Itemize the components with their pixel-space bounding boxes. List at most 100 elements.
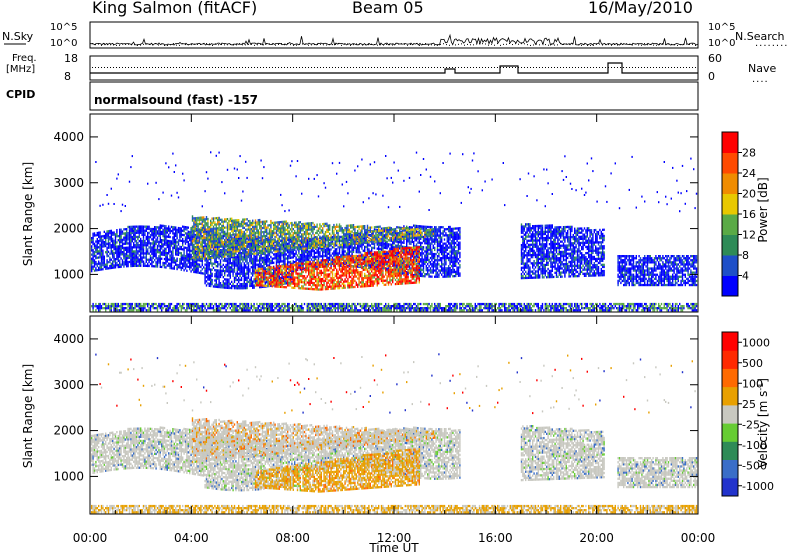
rti-cell [155,228,156,230]
rti-cell [104,243,105,245]
nave-dot [671,67,672,68]
rti-cell [143,305,144,307]
nave-dot [647,67,648,68]
rti-cell [126,230,127,232]
rti-cell [116,256,117,258]
nave-dot [677,67,678,68]
rti-cell [118,245,119,247]
rti-cell [165,225,166,227]
noise-search-dot [299,44,300,45]
nave-dot [446,67,447,68]
rti-cell [132,305,133,307]
rti-cell [122,233,123,235]
nave-dot [617,67,618,68]
noise-search-dot [224,44,225,45]
noise-search-dot [191,44,192,45]
rti-cell [130,226,131,228]
noise-search-dot [137,45,138,46]
rti-cell [125,255,126,257]
rti-cell [133,265,134,267]
rti-cell [150,228,151,230]
rti-cell [120,237,121,239]
rti-cell [109,257,110,259]
nave-dot [119,67,120,68]
rti-cell [130,240,131,242]
noise-search-dot [554,45,555,46]
rti-cell [106,263,107,265]
noise-search-dot [479,43,480,44]
rti-cell [102,262,103,264]
rti-cell [112,265,113,267]
rti-cell [141,228,142,230]
noise-search-dot [482,43,483,44]
rti-cell [146,246,147,248]
rti-cell [94,305,95,307]
rti-cell [111,307,112,309]
noise-search-dot [113,44,114,45]
noise-search-dot [194,44,195,45]
rti-cell [165,227,166,229]
nave-dot [197,67,198,68]
rti-cell [164,225,165,227]
rti-cell [113,260,114,262]
nave-dot [404,67,405,68]
rti-cell [140,238,141,240]
rti-cell [154,251,155,253]
rti-cell [140,250,141,252]
rti-cell [116,307,117,309]
rti-cell [116,233,117,235]
noise-search-dot [461,43,462,44]
rti-cell [122,241,123,243]
rti-cell [133,259,134,261]
noise-search-dot [161,43,162,44]
rti-cell [164,231,165,233]
noise-search-dot [452,44,453,45]
rti-cell [155,241,156,243]
rti-cell [111,303,112,305]
rti-cell [141,305,142,307]
rti-cell [154,230,155,232]
rti-cell [127,232,128,234]
rti-cell [143,252,144,254]
rti-cell [108,255,109,257]
rti-cell [98,269,99,271]
noise-search-dot [371,44,372,45]
rti-cell [164,229,165,231]
rti-cell [139,244,140,246]
rti-cell [154,307,155,309]
noise-search-dot [515,43,516,44]
rti-cell [155,265,156,267]
rti-cell [98,309,99,311]
rti-cell [146,254,147,256]
nave-dot [668,67,669,68]
rti-cell [112,232,113,234]
rti-cell [148,265,149,267]
rti-cell [155,253,156,255]
rti-cell [132,236,133,238]
rti-cell [132,263,133,265]
nave-dot [461,67,462,68]
rti-cell [146,236,147,238]
rti-cell [97,305,98,307]
rti-cell [136,263,137,265]
rti-cell [125,228,126,230]
nave-dot [500,67,501,68]
rti-cell [160,224,161,226]
nave-dot [92,67,93,68]
rti-cell [153,228,154,230]
nave-dot [323,67,324,68]
noise-search-dot [683,44,684,45]
noise-search-dot [146,43,147,44]
rti-cell [140,230,141,232]
nave-dot [104,67,105,68]
rti-cell [98,240,99,242]
noise-search-dot [611,45,612,46]
rti-cell [153,265,154,267]
nave-dot [644,67,645,68]
rti-cell [168,240,169,242]
rti-cell [130,307,131,309]
rti-cell [91,241,92,243]
nave-dot [398,67,399,68]
rti-cell [133,238,134,240]
noise-search-dot [95,44,96,45]
